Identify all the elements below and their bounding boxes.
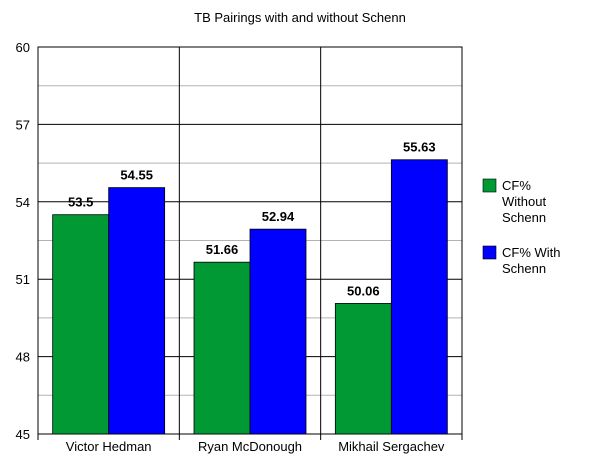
data-label: 54.55 xyxy=(120,168,153,183)
y-tick-label: 51 xyxy=(16,272,30,287)
bar xyxy=(249,228,307,435)
y-tick-label: 54 xyxy=(16,195,30,210)
legend-swatch xyxy=(482,178,497,193)
bar xyxy=(390,159,448,435)
x-axis-ticks: Victor Hedman Ryan McDonough Mikhail Serga… xyxy=(66,439,445,454)
x-category-label: Ryan McDonough xyxy=(198,439,302,454)
legend-label: CF% With Schenn xyxy=(502,245,561,276)
data-label: 52.94 xyxy=(262,209,295,224)
y-tick-label: 57 xyxy=(16,117,30,132)
data-label: 53.5 xyxy=(68,195,93,210)
legend-label: CF% Without Schenn xyxy=(502,178,546,225)
bar xyxy=(108,187,166,435)
x-category-label: Mikhail Sergachev xyxy=(338,439,445,454)
legend: CF% Without Schenn CF% With Schenn xyxy=(482,178,561,276)
chart-title: TB Pairings with and without Schenn xyxy=(194,10,406,25)
x-category-label: Victor Hedman xyxy=(66,439,152,454)
bar xyxy=(334,303,392,435)
data-label: 51.66 xyxy=(206,242,239,257)
legend-swatch xyxy=(482,245,497,260)
bar xyxy=(193,261,251,435)
y-axis-ticks: 45 48 51 54 57 60 xyxy=(16,40,30,442)
data-label: 55.63 xyxy=(403,140,436,155)
y-tick-label: 60 xyxy=(16,40,30,55)
bars xyxy=(52,159,448,435)
bar xyxy=(52,214,110,435)
data-label: 50.06 xyxy=(347,283,380,298)
data-labels: 53.5 54.55 51.66 52.94 50.06 55.63 xyxy=(68,140,436,299)
y-tick-label: 45 xyxy=(16,427,30,442)
y-tick-label: 48 xyxy=(16,350,30,365)
